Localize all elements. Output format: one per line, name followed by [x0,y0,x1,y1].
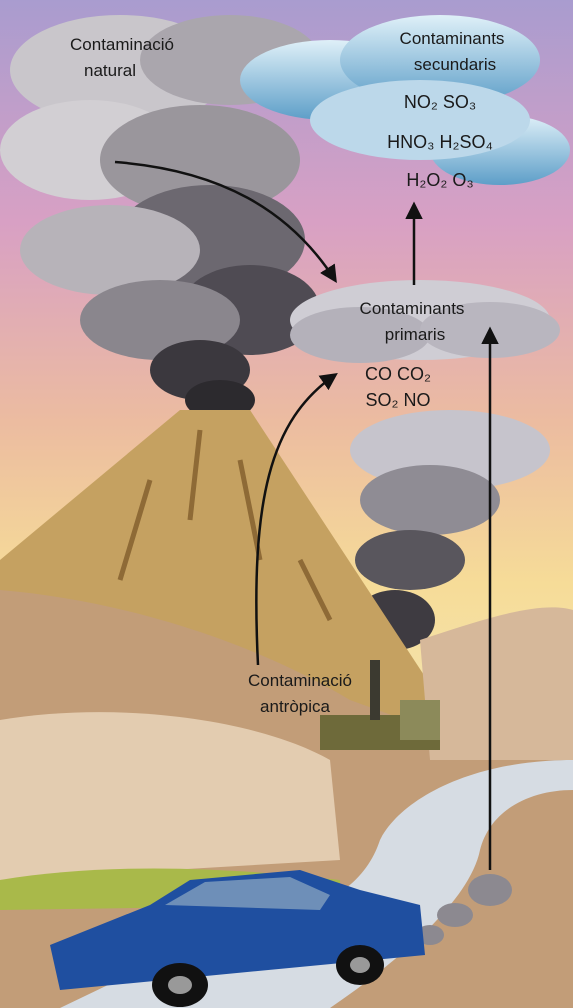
label: Contaminació [70,35,174,54]
compound: HNO₃ H₂SO₄ [387,132,493,152]
compound: CO CO₂ [365,364,431,384]
compound: H₂O₂ O₃ [406,170,473,190]
page-body: {"natural_source":{"lines":["Contaminaci… [0,0,573,1008]
page: Contaminació html, body { margin: 0; pad… [0,0,573,1008]
illustration: Contaminació natural Contaminants secund… [0,0,573,1008]
label: Contaminació [248,671,352,690]
label: Contaminants [400,29,505,48]
label: primaris [385,325,445,344]
compound: NO₂ SO₃ [404,92,476,112]
label: Contaminants [360,299,465,318]
label: secundaris [414,55,496,74]
compound: SO₂ NO [366,390,431,410]
label: natural [84,61,136,80]
label: antròpica [260,697,330,716]
